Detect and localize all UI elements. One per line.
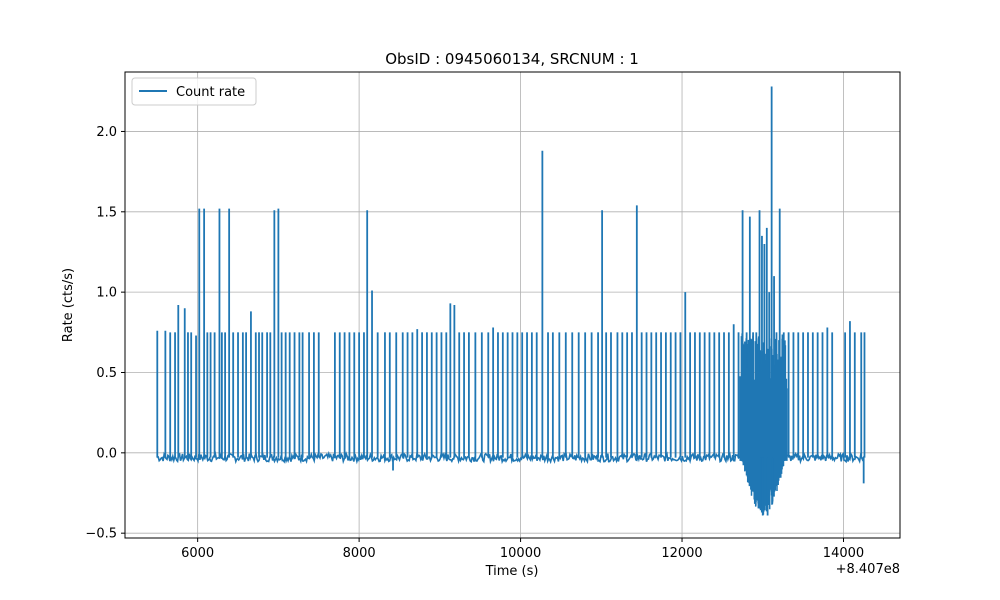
legend-box: [131, 77, 257, 106]
y-axis: −0.5 0.0 0.5 1.0 1.5 2.0: [85, 125, 125, 542]
series-count-rate: [156, 86, 866, 516]
y-tick-label: 2.0: [96, 125, 117, 140]
chart-title: ObsID : 0945060134, SRCNUM : 1: [385, 50, 639, 68]
x-tick-label: 14000: [823, 546, 864, 561]
x-offset-label: +8.407e8: [836, 562, 900, 577]
y-axis-label: Rate (cts/s): [61, 268, 76, 342]
legend-entry-label: Count rate: [176, 85, 245, 100]
y-tick-label: 1.5: [96, 205, 117, 220]
plot-area: [156, 86, 866, 516]
x-tick-label: 10000: [500, 546, 541, 561]
x-axis: 6000 8000 10000 12000 14000: [181, 538, 864, 561]
plot-frame: [124, 71, 901, 539]
y-tick-label: 1.0: [96, 286, 117, 301]
x-tick-label: 6000: [181, 546, 214, 561]
y-tick-label: 0.0: [96, 446, 117, 461]
y-tick-label: 0.5: [96, 366, 117, 381]
x-tick-label: 12000: [661, 546, 702, 561]
legend: Count rate: [131, 77, 257, 106]
x-axis-label: Time (s): [485, 564, 539, 579]
y-tick-label: −0.5: [85, 527, 117, 542]
x-tick-label: 8000: [343, 546, 376, 561]
count-rate-dense-region: [739, 333, 788, 515]
